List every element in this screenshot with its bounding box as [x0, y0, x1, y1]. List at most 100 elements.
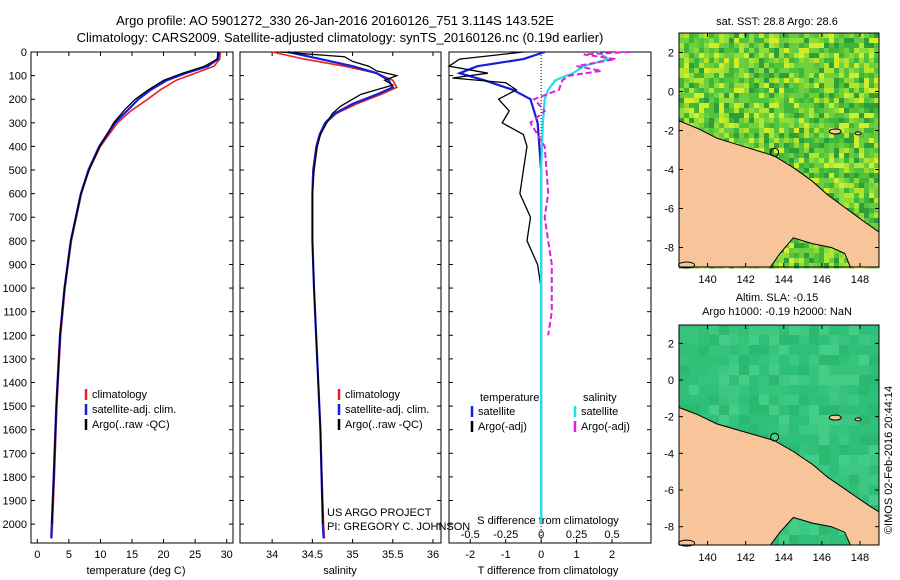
map-cell [679, 113, 685, 119]
map-cell [829, 168, 835, 174]
map-cell [729, 123, 735, 129]
map-cell [809, 253, 815, 259]
map-cell [729, 33, 735, 39]
map-cell [829, 163, 835, 169]
map-cell [869, 143, 875, 149]
map-cell [829, 43, 835, 49]
map-cell [764, 108, 770, 114]
map-cell [799, 113, 805, 119]
map-cell [814, 53, 820, 59]
map-x-tick-label: 144 [775, 552, 793, 564]
map-cell [779, 68, 785, 74]
map-cell [809, 158, 815, 164]
map-cell [749, 68, 755, 74]
map-cell [734, 83, 740, 89]
map-cell [859, 193, 865, 199]
map-cell [859, 138, 865, 144]
y-tick-label: 500 [9, 165, 27, 177]
y-tick-label: 800 [9, 236, 27, 248]
map-cell [704, 53, 710, 59]
map-cell [764, 93, 770, 99]
map-cell [744, 108, 750, 114]
map-cell [834, 113, 840, 119]
map-cell [824, 98, 830, 104]
y-tick-label: 1300 [3, 354, 27, 366]
map-cell [849, 38, 855, 44]
map-cell [759, 143, 765, 149]
map-cell [869, 365, 880, 376]
map-cell [874, 118, 880, 124]
map-cell [694, 48, 700, 54]
map-cell [809, 375, 820, 386]
map-cell [704, 118, 710, 124]
map-y-tick-label: -6 [664, 485, 674, 497]
map-cell [814, 143, 820, 149]
map-cell [804, 108, 810, 114]
map-cell [839, 415, 850, 426]
map-cell [864, 73, 870, 79]
map-cell [754, 78, 760, 84]
map-cell [819, 465, 830, 476]
map-cell [869, 98, 875, 104]
map-cell [789, 108, 795, 114]
map-cell [804, 163, 810, 169]
map-cell [854, 43, 860, 49]
map-cell [719, 33, 725, 39]
map-cell [694, 118, 700, 124]
map-cell [799, 133, 805, 139]
map-cell [824, 173, 830, 179]
map-cell [729, 83, 735, 89]
map-cell [854, 68, 860, 74]
map-cell [729, 345, 740, 356]
map-cell [834, 138, 840, 144]
map-cell [799, 98, 805, 104]
map-cell [809, 33, 815, 39]
map-cell [859, 355, 870, 366]
map-cell [844, 198, 850, 204]
map-cell [824, 63, 830, 69]
map-cell [794, 123, 800, 129]
map-cell [694, 53, 700, 59]
map-cell [869, 475, 880, 486]
map-cell [774, 133, 780, 139]
map-cell [724, 88, 730, 94]
map-cell [749, 48, 755, 54]
map-cell [759, 53, 765, 59]
map-cell [689, 93, 695, 99]
map-cell [859, 183, 865, 189]
map-cell [794, 238, 800, 244]
map-cell [849, 163, 855, 169]
map-cell [849, 138, 855, 144]
map-cell [729, 73, 735, 79]
map-cell [854, 88, 860, 94]
map-sla_map [678, 324, 880, 547]
map-cell [739, 133, 745, 139]
map-cell [839, 425, 850, 436]
map-cell [834, 93, 840, 99]
map-cell [834, 108, 840, 114]
map-cell [799, 355, 810, 366]
map-cell [784, 113, 790, 119]
series-line-argo [51, 51, 219, 525]
map-cell [829, 173, 835, 179]
map-cell [709, 103, 715, 109]
map-cell [689, 58, 695, 64]
map-cell [759, 78, 765, 84]
map-cell [804, 88, 810, 94]
map-cell [754, 88, 760, 94]
map-cell [864, 133, 870, 139]
map-cell [859, 128, 865, 134]
map-cell [759, 425, 770, 436]
map-cell [779, 263, 785, 269]
map-cell [769, 78, 775, 84]
map-cell [794, 88, 800, 94]
map-cell [719, 53, 725, 59]
map-cell [789, 158, 795, 164]
map-cell [754, 63, 760, 69]
map-cell [774, 33, 780, 39]
map-cell [784, 128, 790, 134]
map-cell [874, 73, 880, 79]
map-cell [869, 118, 875, 124]
map-cell [859, 465, 870, 476]
map-cell [734, 123, 740, 129]
